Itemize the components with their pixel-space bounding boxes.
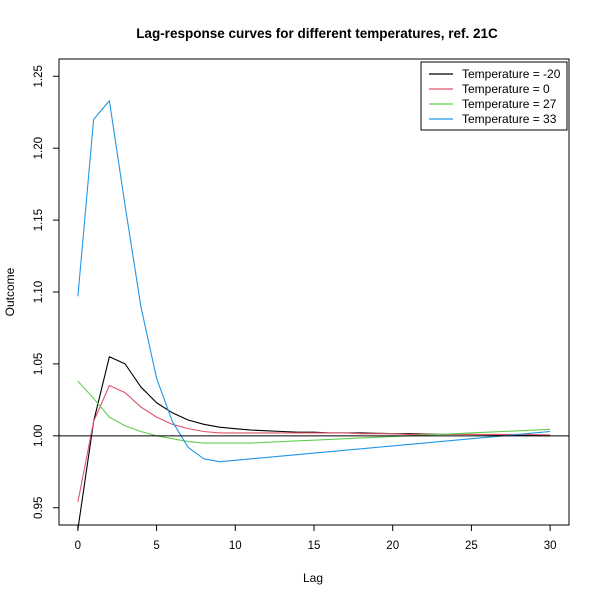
y-tick-label: 1.20 xyxy=(33,137,45,159)
x-tick-label: 0 xyxy=(75,540,81,552)
y-tick-label: 1.00 xyxy=(33,425,45,447)
axis-ticks: 0 5 10 15 20 25 30 0.95 1.00 1.05 1.10 1.15 1.20 1.25 xyxy=(33,65,557,552)
x-tick-label: 20 xyxy=(386,540,399,552)
legend-label-1: Temperature = 0 xyxy=(462,82,550,96)
chart-title: Lag-response curves for different temper… xyxy=(136,26,498,41)
legend-label-0: Temperature = -20 xyxy=(462,67,561,81)
y-tick-label: 1.15 xyxy=(33,209,45,231)
y-axis-label: Outcome xyxy=(3,267,17,316)
series-line-3 xyxy=(77,100,551,463)
series-line-1 xyxy=(77,384,551,503)
x-tick-label: 5 xyxy=(153,540,159,552)
legend-label-3: Temperature = 33 xyxy=(462,112,557,126)
legend-label-2: Temperature = 27 xyxy=(462,97,557,111)
series-line-0 xyxy=(77,356,551,530)
x-tick-label: 15 xyxy=(308,540,321,552)
x-tick-label: 30 xyxy=(544,540,557,552)
y-tick-label: 1.10 xyxy=(33,281,45,303)
x-tick-label: 10 xyxy=(229,540,242,552)
x-axis-label: Lag xyxy=(303,571,323,585)
x-tick-label: 25 xyxy=(465,540,478,552)
y-tick-label: 1.05 xyxy=(33,353,45,375)
y-tick-label: 0.95 xyxy=(33,497,45,519)
series-group xyxy=(77,100,551,530)
y-tick-label: 1.25 xyxy=(33,65,45,87)
